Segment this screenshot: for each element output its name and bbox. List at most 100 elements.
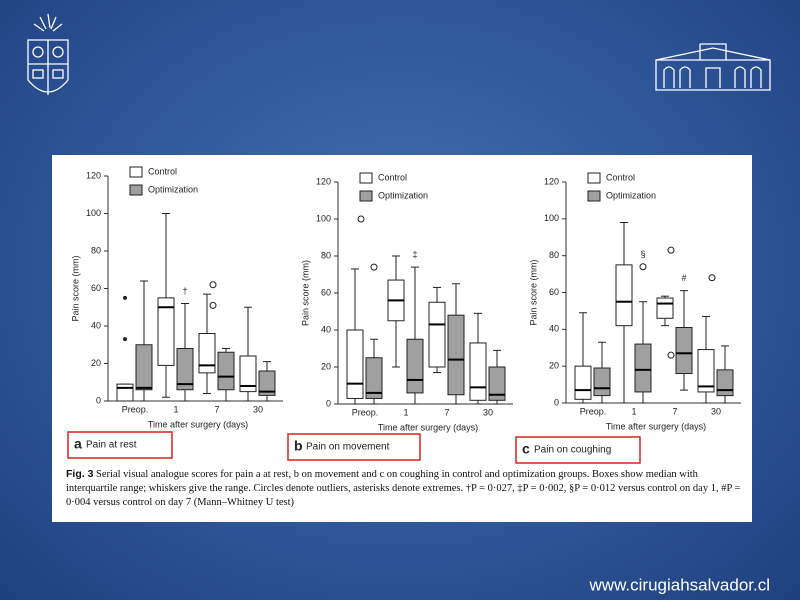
panel-frame [515, 436, 641, 464]
y-axis-label: Pain score (mm) [300, 260, 310, 326]
y-tick-label: 100 [316, 213, 331, 223]
box [406, 338, 424, 394]
y-axis-label: Pain score (mm) [528, 259, 538, 325]
box [217, 351, 235, 391]
outlier [667, 246, 675, 254]
y-tick-label: 120 [544, 176, 559, 186]
panel-frame [287, 433, 421, 461]
box [656, 297, 674, 319]
y-tick-label: 40 [321, 324, 331, 334]
legend-label: Optimization [606, 190, 656, 200]
y-tick-label: 120 [86, 170, 101, 180]
box [346, 329, 364, 399]
legend-label: Control [148, 166, 177, 176]
y-tick-label: 0 [96, 395, 101, 405]
box [239, 355, 257, 393]
caption: Fig. 3 Serial visual analogue scores for… [66, 467, 742, 510]
box [198, 333, 216, 374]
y-tick-label: 100 [544, 213, 559, 223]
legend-swatch [587, 172, 601, 184]
box [428, 301, 446, 368]
y-tick-label: 80 [549, 250, 559, 260]
annotation: § [640, 249, 645, 259]
panel-title: Pain at rest [86, 440, 137, 451]
x-axis-label: Time after surgery (days) [378, 422, 478, 432]
panel-letter: c [522, 441, 530, 457]
y-tick-label: 20 [91, 358, 101, 368]
box [593, 367, 611, 397]
website: www.cirugiahsalvador.cl [589, 575, 770, 594]
box [716, 369, 734, 397]
box [574, 365, 592, 400]
x-tick-label: 7 [214, 404, 219, 414]
panel-title: Pain on coughing [534, 445, 611, 456]
outlier [209, 281, 217, 289]
extreme [123, 295, 127, 300]
panel-letter: b [294, 438, 303, 454]
x-tick-label: 1 [173, 404, 178, 414]
x-tick-label: 30 [711, 406, 721, 416]
x-tick-label: Preop. [122, 404, 149, 414]
legend-swatch [359, 190, 373, 202]
box [447, 314, 465, 396]
x-tick-label: 30 [253, 404, 263, 414]
outlier [357, 215, 365, 223]
panel-letter: a [74, 436, 82, 452]
box [469, 342, 487, 401]
outlier [370, 263, 378, 271]
box [675, 326, 693, 375]
caption-label: Fig. 3 [66, 468, 94, 480]
x-tick-label: 7 [444, 407, 449, 417]
box [258, 370, 276, 396]
x-tick-label: 30 [483, 407, 493, 417]
y-tick-label: 80 [91, 245, 101, 255]
box [634, 343, 652, 393]
y-tick-label: 120 [316, 176, 331, 186]
box [615, 264, 633, 327]
legend-label: Control [378, 172, 407, 182]
annotation: † [182, 286, 187, 296]
x-tick-label: Preop. [352, 407, 379, 417]
y-tick-label: 60 [549, 287, 559, 297]
box [176, 348, 194, 391]
y-tick-label: 100 [86, 208, 101, 218]
x-axis-label: Time after surgery (days) [606, 421, 706, 431]
outlier [708, 274, 716, 282]
box [116, 383, 134, 402]
x-tick-label: 7 [672, 406, 677, 416]
legend-swatch [129, 166, 143, 178]
y-tick-label: 80 [321, 250, 331, 260]
outlier [209, 301, 217, 309]
x-tick-label: 1 [631, 406, 636, 416]
annotation: ‡ [412, 249, 417, 259]
legend-label: Optimization [148, 184, 198, 194]
legend-swatch [359, 172, 373, 184]
y-tick-label: 60 [321, 287, 331, 297]
crest-logo [27, 13, 69, 95]
annotation: # [681, 273, 686, 283]
box [488, 366, 506, 401]
x-axis-label: Time after surgery (days) [148, 419, 248, 429]
building-logo [655, 43, 771, 91]
outlier [667, 351, 675, 359]
extreme [123, 337, 127, 342]
y-tick-label: 40 [549, 324, 559, 334]
legend-label: Optimization [378, 190, 428, 200]
box [157, 297, 175, 366]
legend-label: Control [606, 172, 635, 182]
box [135, 344, 153, 391]
y-tick-label: 0 [326, 398, 331, 408]
legend-swatch [129, 184, 143, 196]
y-tick-label: 20 [549, 361, 559, 371]
x-tick-label: 1 [403, 407, 408, 417]
panel-frame [67, 431, 173, 459]
box [697, 349, 715, 393]
y-tick-label: 40 [91, 320, 101, 330]
y-tick-label: 20 [321, 361, 331, 371]
y-tick-label: 60 [91, 283, 101, 293]
legend-swatch [587, 190, 601, 202]
outlier [639, 263, 647, 271]
